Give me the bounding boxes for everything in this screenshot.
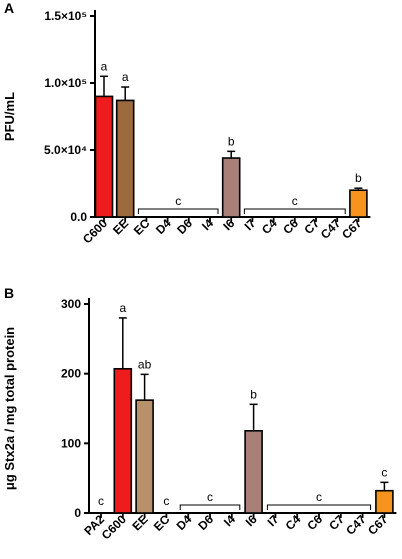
significance-letter: a: [101, 59, 108, 73]
group-bracket: [137, 208, 219, 214]
category-label-i6: I6: [243, 512, 260, 529]
significance-letter: a: [122, 70, 129, 84]
panel-letter: B: [4, 285, 14, 301]
group-bracket: [266, 504, 372, 510]
category-label-i4: I4: [199, 216, 216, 233]
y-tick-label: 1.5×10⁵: [44, 9, 87, 23]
y-axis-label: μg Stx2a / mg total protein: [2, 327, 17, 490]
y-tick-label: 300: [61, 297, 81, 311]
y-axis-label: PFU/mL: [2, 92, 17, 141]
significance-letter: c: [163, 494, 169, 508]
bar-i6: [244, 429, 263, 514]
category-label-c6: C6: [304, 512, 325, 533]
bar-c600: [113, 367, 133, 514]
category-label-d6: D6: [195, 512, 216, 533]
category-label-d4: D4: [153, 216, 174, 237]
significance-letter: b: [228, 134, 235, 148]
category-label-i4: I4: [221, 512, 238, 529]
panel-letter: A: [4, 0, 14, 16]
category-label-c67: C67: [339, 216, 365, 242]
category-label-i7: I7: [265, 512, 282, 529]
y-tick-label: 0: [74, 506, 81, 520]
significance-letter: b: [250, 387, 257, 401]
bar-c67: [349, 189, 368, 218]
y-tick-label: 200: [61, 367, 81, 381]
category-label-ee: EE: [110, 216, 131, 237]
group-bracket: [243, 208, 346, 214]
y-tick-label: 100: [61, 436, 81, 450]
bar-ee: [135, 399, 154, 514]
bar-c600: [94, 95, 114, 218]
significance-letter: c: [381, 465, 387, 479]
category-label-ec: EC: [151, 512, 173, 534]
y-tick-label: 0.0: [70, 210, 87, 224]
category-label-c4: C4: [259, 216, 280, 237]
category-label-i6: I6: [220, 216, 237, 233]
category-label-c47: C47: [318, 216, 344, 242]
category-label-c67: C67: [365, 512, 391, 538]
y-tick-label: 5.0×10⁴: [44, 143, 87, 157]
category-label-d4: D4: [174, 512, 195, 533]
category-label-c6: C6: [280, 216, 301, 237]
significance-letter: c: [98, 494, 104, 508]
bar-ee: [115, 99, 135, 218]
category-label-ec: EC: [131, 216, 153, 238]
y-tick-label: 1.0×10⁵: [44, 76, 87, 90]
category-label-c600: C600: [99, 512, 129, 542]
bracket-letter: c: [316, 490, 322, 504]
category-label-i7: I7: [242, 216, 259, 233]
group-bracket: [179, 504, 241, 510]
category-label-ee: EE: [129, 512, 150, 533]
significance-letter: a: [119, 301, 126, 315]
bar-i6: [221, 157, 241, 218]
significance-letter: b: [355, 171, 362, 185]
bracket-letter: c: [292, 194, 298, 208]
bar-c67: [375, 489, 394, 514]
category-label-c4: C4: [283, 512, 304, 533]
category-label-c47: C47: [343, 512, 369, 538]
category-label-d6: D6: [174, 216, 195, 237]
significance-letter: ab: [138, 357, 152, 371]
bracket-letter: c: [175, 194, 181, 208]
bracket-letter: c: [207, 490, 213, 504]
